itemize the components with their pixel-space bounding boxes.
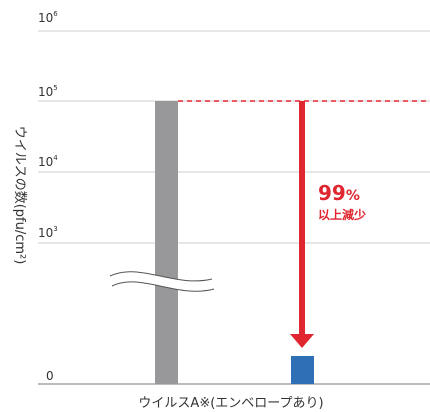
reduction-percent: 99% bbox=[318, 181, 360, 205]
y-tick-1e6: 106 bbox=[38, 10, 58, 25]
y-tick-1e3-exp: 3 bbox=[53, 225, 57, 233]
y-tick-1e3: 103 bbox=[38, 225, 58, 240]
bar-before bbox=[155, 101, 178, 384]
gridlines bbox=[38, 30, 430, 385]
y-tick-1e5-base: 10 bbox=[38, 85, 53, 99]
arrow-head bbox=[290, 334, 314, 348]
bars bbox=[155, 101, 314, 384]
axis-break-fill bbox=[110, 271, 214, 292]
reduction-percent-unit: % bbox=[346, 188, 360, 204]
y-tick-1e4-exp: 4 bbox=[53, 154, 58, 162]
bar-after bbox=[291, 356, 314, 384]
y-tick-1e4-base: 10 bbox=[38, 155, 53, 169]
y-tick-1e5-exp: 5 bbox=[53, 84, 57, 92]
y-axis-label: ウイルスの数(pfu/cm²) bbox=[12, 126, 27, 265]
y-tick-zero: 0 bbox=[46, 369, 54, 383]
y-tick-1e3-base: 10 bbox=[38, 226, 53, 240]
y-tick-1e4: 104 bbox=[38, 154, 58, 169]
reduction-subtext: 以上減少 bbox=[318, 207, 366, 222]
axis-break-line-bottom bbox=[111, 281, 215, 292]
reduction-arrow bbox=[290, 101, 314, 348]
reduction-annotation: 99% 以上減少 bbox=[318, 181, 366, 222]
y-tick-1e5: 105 bbox=[38, 84, 58, 99]
axis-break-line-top bbox=[109, 271, 213, 282]
y-tick-1e6-base: 10 bbox=[38, 11, 53, 25]
reduction-percent-number: 99 bbox=[318, 181, 346, 205]
y-tick-labels: 106 105 104 103 0 bbox=[38, 10, 58, 383]
axis-break bbox=[109, 271, 215, 292]
y-tick-1e6-exp: 6 bbox=[53, 10, 58, 18]
x-axis-label: ウイルスA※(エンベロープあり) bbox=[138, 396, 323, 411]
